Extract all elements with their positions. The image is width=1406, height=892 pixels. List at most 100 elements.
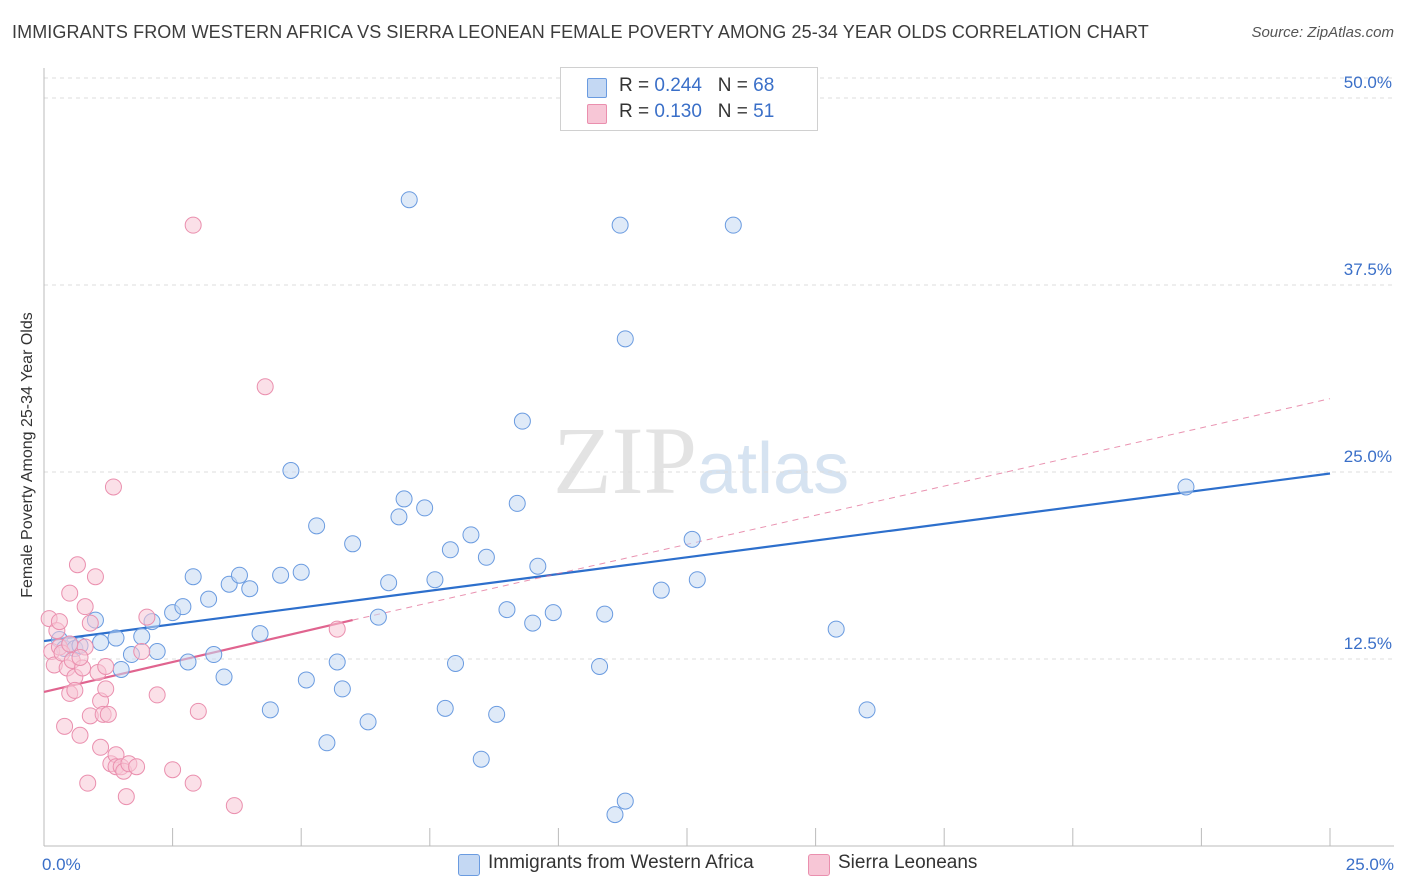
point-sierra-leonean — [184, 216, 202, 234]
point-sierra-leonean — [71, 726, 89, 744]
n-value: 68 — [753, 75, 775, 96]
point-sierra-leonean — [256, 378, 274, 396]
point-western-africa — [591, 657, 609, 675]
point-western-africa — [426, 571, 444, 589]
point-sierra-leonean — [97, 657, 115, 675]
point-western-africa — [179, 653, 197, 671]
point-western-africa — [261, 701, 279, 719]
point-sierra-leonean — [133, 643, 151, 661]
trend-line-0 — [43, 472, 1331, 643]
y-tick-label: 25.0% — [1344, 447, 1392, 466]
series-label: Sierra Leoneans — [838, 852, 978, 873]
point-sierra-leonean — [104, 478, 122, 496]
point-western-africa — [688, 571, 706, 589]
point-western-africa — [282, 462, 300, 480]
point-western-africa — [596, 605, 614, 623]
point-western-africa — [200, 590, 218, 608]
point-sierra-leonean — [66, 681, 84, 699]
point-sierra-leonean — [81, 614, 99, 632]
point-sierra-leonean — [164, 761, 182, 779]
point-western-africa — [477, 548, 495, 566]
source-credit: Source: ZipAtlas.com — [1251, 24, 1394, 41]
point-western-africa — [107, 629, 125, 647]
point-western-africa — [308, 517, 326, 535]
r-value: 0.244 — [654, 75, 702, 96]
series-swatch-pink — [808, 854, 830, 876]
point-western-africa — [133, 628, 151, 646]
legend-swatch-pink — [587, 104, 607, 124]
point-sierra-leonean — [117, 788, 135, 806]
point-western-africa — [92, 634, 110, 652]
point-sierra-leonean — [189, 702, 207, 720]
point-western-africa — [529, 557, 547, 575]
point-western-africa — [230, 566, 248, 584]
point-western-africa — [447, 654, 465, 672]
point-western-africa — [369, 608, 387, 626]
point-western-africa — [472, 750, 490, 768]
point-western-africa — [416, 499, 434, 517]
n-value: 51 — [753, 101, 775, 122]
chart-title: IMMIGRANTS FROM WESTERN AFRICA VS SIERRA… — [12, 22, 1149, 42]
point-western-africa — [441, 541, 459, 559]
point-western-africa — [544, 604, 562, 622]
watermark: ZIPatlas — [553, 405, 849, 516]
point-sierra-leonean — [148, 686, 166, 704]
point-western-africa — [724, 216, 742, 234]
y-tick-label: 50.0% — [1344, 73, 1392, 92]
point-western-africa — [395, 490, 413, 508]
point-western-africa — [524, 614, 542, 632]
point-sierra-leonean — [86, 568, 104, 586]
point-western-africa — [148, 643, 166, 661]
point-sierra-leonean — [128, 758, 146, 776]
point-western-africa — [611, 216, 629, 234]
point-western-africa — [318, 734, 336, 752]
watermark-atlas: atlas — [697, 429, 850, 509]
point-western-africa — [174, 598, 192, 616]
point-western-africa — [184, 568, 202, 586]
point-sierra-leonean — [225, 797, 243, 815]
y-tick-label: 12.5% — [1344, 634, 1392, 653]
point-sierra-leonean — [79, 774, 97, 792]
point-sierra-leonean — [138, 608, 156, 626]
point-western-africa — [513, 412, 531, 430]
point-sierra-leonean — [97, 680, 115, 698]
point-western-africa — [616, 330, 634, 348]
point-western-africa — [390, 508, 408, 526]
point-western-africa — [462, 526, 480, 544]
point-sierra-leonean — [61, 584, 79, 602]
point-western-africa — [359, 713, 377, 731]
point-western-africa — [328, 653, 346, 671]
point-western-africa — [380, 574, 398, 592]
point-western-africa — [400, 191, 418, 209]
x-tick-label: 0.0% — [42, 855, 81, 874]
point-sierra-leonean — [99, 705, 117, 723]
correlation-legend: R = 0.244 N = 68 R = 0.130 N = 51 — [560, 67, 818, 131]
legend-swatch-blue — [587, 78, 607, 98]
point-sierra-leonean — [328, 620, 346, 638]
point-sierra-leonean — [68, 556, 86, 574]
point-western-africa — [297, 671, 315, 689]
point-western-africa — [652, 581, 670, 599]
point-western-africa — [333, 680, 351, 698]
point-western-africa — [215, 668, 233, 686]
point-western-africa — [1177, 478, 1195, 496]
point-western-africa — [112, 660, 130, 678]
point-western-africa — [498, 601, 516, 619]
y-tick-label: 37.5% — [1344, 260, 1392, 279]
series-label: Immigrants from Western Africa — [488, 852, 754, 873]
point-sierra-leonean — [71, 649, 89, 667]
point-sierra-leonean — [92, 738, 110, 756]
point-western-africa — [251, 625, 269, 643]
x-tick-label: 25.0% — [1346, 855, 1394, 874]
point-western-africa — [827, 620, 845, 638]
point-western-africa — [205, 646, 223, 664]
point-western-africa — [606, 806, 624, 824]
point-western-africa — [683, 530, 701, 548]
point-sierra-leonean — [61, 635, 79, 653]
point-western-africa — [272, 566, 290, 584]
point-western-africa — [292, 563, 310, 581]
legend-text: R = 0.244 N = 68 — [619, 75, 775, 96]
point-western-africa — [344, 535, 362, 553]
tick-labels: 12.5% 25.0% 37.5% 50.0% 0.0% 25.0% — [42, 73, 1394, 874]
point-western-africa — [436, 699, 454, 717]
